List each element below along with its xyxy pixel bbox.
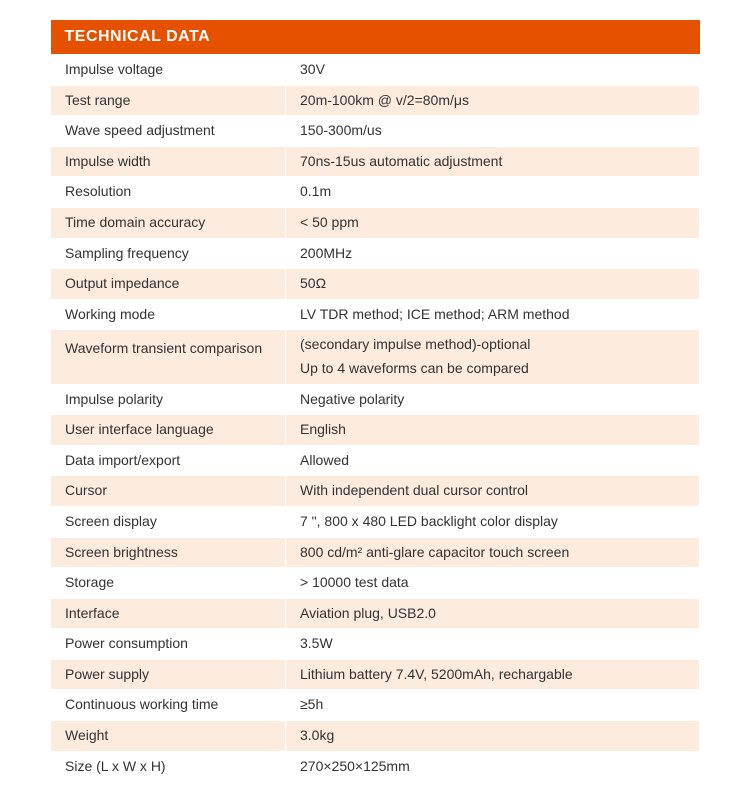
- spec-label: Data import/export: [51, 445, 286, 476]
- spec-label: Size (L x W x H): [51, 751, 286, 782]
- spec-label: Storage: [51, 568, 286, 599]
- spec-label: Sampling frequency: [51, 238, 286, 269]
- spec-value: English: [286, 415, 700, 446]
- table-title: TECHNICAL DATA: [51, 20, 700, 55]
- spec-value: 7 ", 800 x 480 LED backlight color displ…: [286, 506, 700, 537]
- table-row: Sampling frequency 200MHz: [51, 238, 700, 269]
- spec-value: ≥5h: [286, 690, 700, 721]
- table-row: Impulse voltage 30V: [51, 55, 700, 86]
- spec-value: 3.0kg: [286, 721, 700, 752]
- spec-value: 50Ω: [286, 269, 700, 300]
- table-row: Weight 3.0kg: [51, 721, 700, 752]
- spec-value: 150-300m/us: [286, 116, 700, 147]
- spec-value: (secondary impulse method)-optional Up t…: [286, 330, 700, 384]
- spec-label: Impulse voltage: [51, 55, 286, 86]
- table-row: User interface language English: [51, 415, 700, 446]
- spec-label: Interface: [51, 598, 286, 629]
- table-row: Time domain accuracy < 50 ppm: [51, 207, 700, 238]
- table-row: Interface Aviation plug, USB2.0: [51, 598, 700, 629]
- spec-value: 800 cd/m² anti-glare capacitor touch scr…: [286, 537, 700, 568]
- table-header-row: TECHNICAL DATA: [51, 20, 700, 55]
- spec-label: Cursor: [51, 476, 286, 507]
- spec-value: Lithium battery 7.4V, 5200mAh, rechargab…: [286, 659, 700, 690]
- spec-label-line2: Waveform transient comparison: [65, 337, 271, 359]
- spec-label: Continuous working time: [51, 690, 286, 721]
- spec-label: Waveform transient comparison: [51, 330, 286, 384]
- spec-value: 200MHz: [286, 238, 700, 269]
- table-row: Output impedance 50Ω: [51, 269, 700, 300]
- spec-label: Power supply: [51, 659, 286, 690]
- table-row: Screen display 7 ", 800 x 480 LED backli…: [51, 506, 700, 537]
- spec-value: 70ns-15us automatic adjustment: [286, 146, 700, 177]
- spec-value: 3.5W: [286, 629, 700, 660]
- table-row: Waveform transient comparison (secondary…: [51, 330, 700, 384]
- spec-label: Working mode: [51, 299, 286, 330]
- spec-label: User interface language: [51, 415, 286, 446]
- spec-label: Screen display: [51, 506, 286, 537]
- table-row: Size (L x W x H) 270×250×125mm: [51, 751, 700, 782]
- spec-label: Screen brightness: [51, 537, 286, 568]
- table-row: Continuous working time ≥5h: [51, 690, 700, 721]
- spec-value-line2: Up to 4 waveforms can be compared: [300, 357, 685, 379]
- spec-label: Weight: [51, 721, 286, 752]
- spec-value: > 10000 test data: [286, 568, 700, 599]
- spec-value: LV TDR method; ICE method; ARM method: [286, 299, 700, 330]
- table-row: Impulse width 70ns-15us automatic adjust…: [51, 146, 700, 177]
- spec-label: Test range: [51, 85, 286, 116]
- table-row: Data import/export Allowed: [51, 445, 700, 476]
- spec-label: Impulse polarity: [51, 384, 286, 415]
- table-row: Wave speed adjustment 150-300m/us: [51, 116, 700, 147]
- spec-value: 0.1m: [286, 177, 700, 208]
- spec-label: Impulse width: [51, 146, 286, 177]
- spec-value: 270×250×125mm: [286, 751, 700, 782]
- spec-label: Time domain accuracy: [51, 207, 286, 238]
- spec-label: Power consumption: [51, 629, 286, 660]
- spec-label: Output impedance: [51, 269, 286, 300]
- spec-value: Negative polarity: [286, 384, 700, 415]
- spec-value: Aviation plug, USB2.0: [286, 598, 700, 629]
- spec-label: Wave speed adjustment: [51, 116, 286, 147]
- table-row: Test range 20m-100km @ v/2=80m/μs: [51, 85, 700, 116]
- spec-label: Resolution: [51, 177, 286, 208]
- table-row: Resolution 0.1m: [51, 177, 700, 208]
- spec-value: Allowed: [286, 445, 700, 476]
- table-row: Power consumption 3.5W: [51, 629, 700, 660]
- table-row: Working mode LV TDR method; ICE method; …: [51, 299, 700, 330]
- table-row: Storage > 10000 test data: [51, 568, 700, 599]
- spec-value: 20m-100km @ v/2=80m/μs: [286, 85, 700, 116]
- technical-data-table: TECHNICAL DATA Impulse voltage 30V Test …: [50, 20, 700, 782]
- spec-value: 30V: [286, 55, 700, 86]
- table-row: Screen brightness 800 cd/m² anti-glare c…: [51, 537, 700, 568]
- table-row: Impulse polarity Negative polarity: [51, 384, 700, 415]
- spec-value: With independent dual cursor control: [286, 476, 700, 507]
- table-row: Power supply Lithium battery 7.4V, 5200m…: [51, 659, 700, 690]
- spec-value: < 50 ppm: [286, 207, 700, 238]
- spec-value-line1: (secondary impulse method)-optional: [300, 335, 685, 357]
- table-row: Cursor With independent dual cursor cont…: [51, 476, 700, 507]
